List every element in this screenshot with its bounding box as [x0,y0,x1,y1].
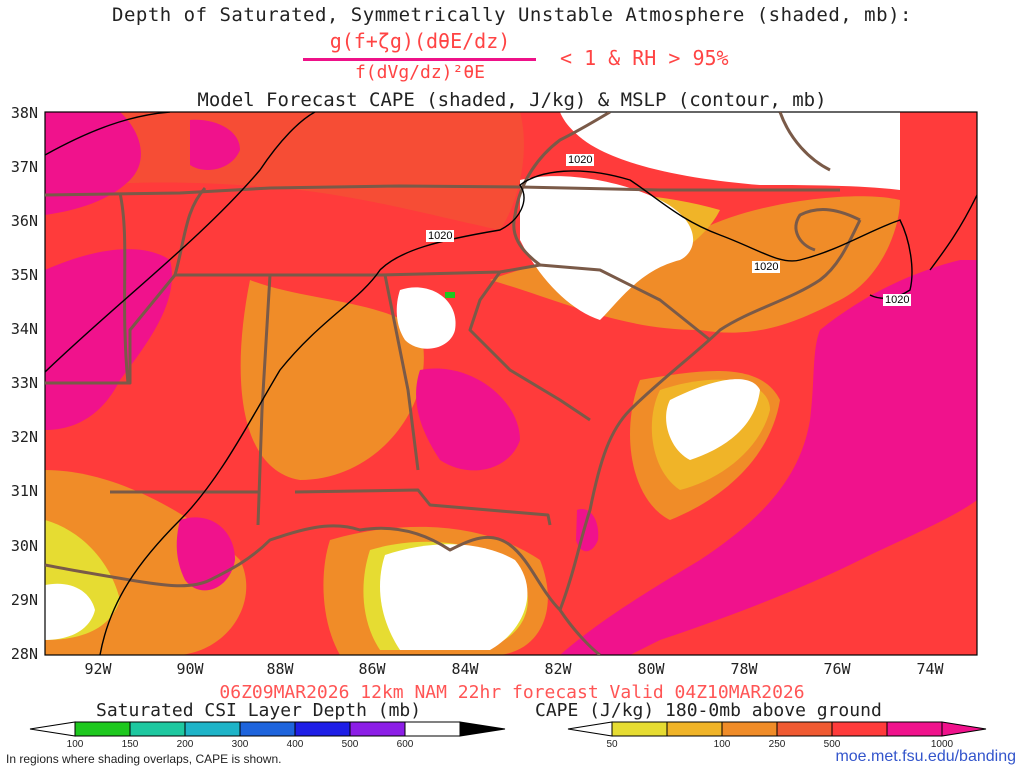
cape-label-250: 250 [768,739,786,750]
formula-condition: < 1 & RH > 95% [560,46,729,70]
isobar-label-4: 1020 [883,294,912,306]
csi-label-100: 100 [66,739,84,750]
state-borders [45,112,862,655]
lat-label-36n: 36N [10,212,38,230]
csi-colorbar-title: Saturated CSI Layer Depth (mb) [96,700,422,721]
title-line-1: Depth of Saturated, Symmetrically Unstab… [112,4,912,26]
csi-label-400: 400 [286,739,304,750]
lon-label-92w: 92W [84,660,112,678]
cape-colorbar-title: CAPE (J/kg) 180-0mb above ground [535,700,882,721]
source-url[interactable]: moe.met.fsu.edu/banding [835,748,1016,765]
isobar-label-1: 1020 [566,154,595,166]
formula-denominator: f(dVg/dz)²θE [354,62,486,83]
shaded-field [45,112,977,655]
lon-label-90w: 90W [176,660,204,678]
isobar-contours [45,112,977,655]
cape-label-1000: 1000 [930,739,954,750]
lon-label-84w: 84W [451,660,479,678]
cape-label-50: 50 [606,739,618,750]
lon-label-88w: 88W [266,660,294,678]
lat-label-37n: 37N [10,158,38,176]
lat-label-29n: 29N [10,591,38,609]
csi-label-300: 300 [231,739,249,750]
lon-label-86w: 86W [358,660,386,678]
cape-label-100: 100 [713,739,731,750]
formula-fraction-bar [303,58,536,61]
overlap-footnote: In regions where shading overlaps, CAPE … [6,752,282,766]
csi-label-500: 500 [341,739,359,750]
lon-label-78w: 78W [730,660,758,678]
lon-label-76w: 76W [823,660,851,678]
lon-label-82w: 82W [544,660,572,678]
title-line-3: Model Forecast CAPE (shaded, J/kg) & MSL… [197,89,827,111]
csi-label-150: 150 [121,739,139,750]
lat-label-34n: 34N [10,320,38,338]
cape-label-500: 500 [823,739,841,750]
lat-label-28n: 28N [10,645,38,663]
lat-label-31n: 31N [10,482,38,500]
isobar-label-3: 1020 [752,261,781,273]
lat-label-38n: 38N [10,104,38,122]
isobar-label-2: 1020 [426,230,455,242]
csi-label-600: 600 [396,739,414,750]
lon-label-74w: 74W [916,660,944,678]
forecast-valid-text: 06Z09MAR2026 12km NAM 22hr forecast Vali… [219,682,805,703]
lat-label-35n: 35N [10,266,38,284]
formula-numerator: g(f+ζg)(dθE/dz) [329,29,511,53]
csi-label-200: 200 [176,739,194,750]
lat-label-32n: 32N [10,428,38,446]
lat-label-33n: 33N [10,374,38,392]
lat-label-30n: 30N [10,537,38,555]
lon-label-80w: 80W [637,660,665,678]
